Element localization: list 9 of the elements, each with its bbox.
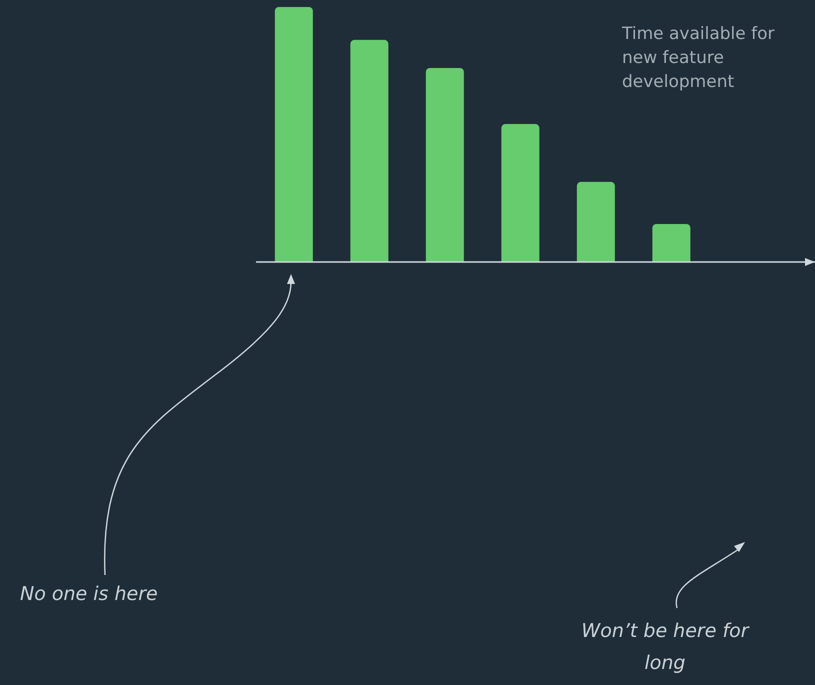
text: Won’t be here for long: [580, 619, 750, 676]
bar: [501, 124, 540, 262]
bar: [274, 7, 313, 262]
annotation: Time available for new feature development: [622, 23, 776, 94]
text: No one is here: [20, 583, 159, 605]
bar: [576, 182, 615, 262]
bar: [350, 40, 388, 262]
bar: [426, 68, 464, 262]
bar: [652, 224, 690, 262]
